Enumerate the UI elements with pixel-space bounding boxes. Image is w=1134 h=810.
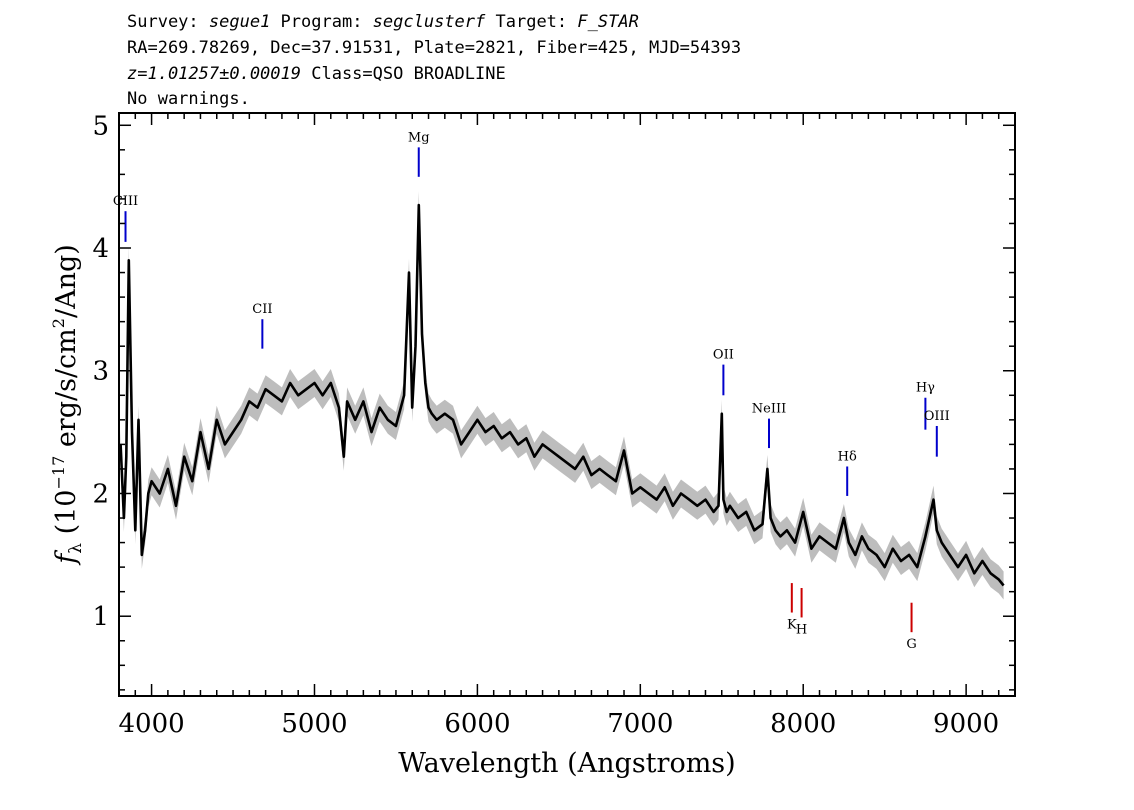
spectral-line-label: Hδ [838, 449, 857, 464]
ylabel-superscript: −17 [49, 456, 68, 490]
spectral-line-label: NeIII [752, 402, 786, 417]
x-axis-title: Wavelength (Angstroms) [398, 748, 735, 779]
x-tick-label: 8000 [770, 709, 836, 739]
y-tick-label: 3 [92, 357, 109, 387]
header-line-coordinates: RA=269.78269, Dec=37.91531, Plate=2821, … [127, 38, 741, 58]
y-axis-title: fλ (10−17 erg/s/cm2/Ang) [49, 244, 86, 566]
x-tick-label: 9000 [933, 709, 999, 739]
spectral-line-label: K [787, 618, 797, 633]
header-line-redshift: z=1.01257±0.00019 Class=QSO BROADLINE [127, 64, 506, 84]
header-line-warnings: No warnings. [127, 89, 250, 109]
header-text-segment: segue1 [209, 12, 270, 32]
header-text-segment: Target: [485, 12, 577, 32]
header-text-segment: z=1.01257±0.00019 [127, 64, 301, 84]
x-tick-label: 5000 [281, 709, 347, 739]
x-axis: 4000 5000 6000 7000 8000 9000 [118, 113, 1016, 739]
x-tick-label: 4000 [118, 709, 184, 739]
spectral-line-label: Mg [408, 130, 430, 145]
ylabel-text: /Ang) [51, 244, 82, 318]
ylabel-text: (10 [51, 490, 82, 543]
header-info: Survey: segue1 Program: segclusterf Targ… [127, 12, 741, 109]
error-band [120, 191, 1004, 600]
header-text-segment: Class=QSO BROADLINE [301, 64, 506, 84]
plot-frame [118, 112, 1016, 697]
header-text-segment: RA=269.78269, Dec=37.91531, Plate=2821, … [127, 38, 741, 58]
y-tick-label: 2 [92, 479, 109, 509]
spectral-line-label: OII [713, 348, 734, 363]
header-text-segment: No warnings. [127, 89, 250, 109]
y-tick-label: 4 [92, 234, 109, 264]
flux-line [119, 203, 1005, 587]
error-band-area [120, 191, 1004, 600]
spectral-line-markers: CIII CII Mg OII NeIII Hδ Hγ OIII K H G [113, 130, 950, 652]
header-line-survey: Survey: segue1 Program: segclusterf Targ… [127, 12, 639, 32]
y-tick-label: 1 [92, 602, 109, 632]
y-axis: 1 2 3 4 5 [92, 111, 1015, 691]
x-tick-label: 6000 [444, 709, 510, 739]
header-text-segment: Program: [270, 12, 372, 32]
header-text-segment: Survey: [127, 12, 209, 32]
ylabel-text: erg/s/cm [51, 328, 82, 456]
spectral-line-label: OIII [924, 409, 950, 424]
spectral-line-label: H [796, 622, 807, 637]
spectral-line-label: G [906, 637, 916, 652]
spectral-line-label: Hγ [916, 381, 935, 396]
header-text-segment: F_STAR [577, 12, 638, 32]
spectral-line-label: CII [252, 302, 272, 317]
ylabel-superscript: 2 [49, 318, 68, 328]
ylabel-subscript: λ [66, 543, 86, 554]
spectral-line-label: CIII [113, 194, 138, 209]
y-tick-label: 5 [92, 111, 109, 141]
header-text-segment: segclusterf [373, 12, 486, 32]
x-tick-label: 7000 [607, 709, 673, 739]
